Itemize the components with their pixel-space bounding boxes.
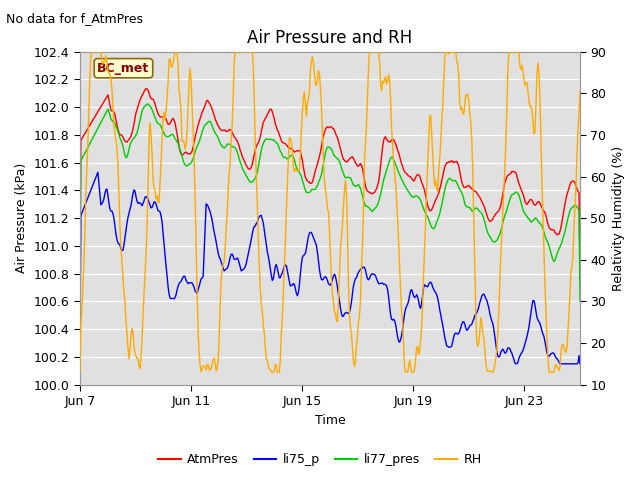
Text: BC_met: BC_met <box>97 62 150 75</box>
X-axis label: Time: Time <box>315 414 346 427</box>
Text: No data for f_AtmPres: No data for f_AtmPres <box>6 12 143 25</box>
Legend: AtmPres, li75_p, li77_pres, RH: AtmPres, li75_p, li77_pres, RH <box>154 448 486 471</box>
Title: Air Pressure and RH: Air Pressure and RH <box>247 29 413 48</box>
Y-axis label: Relativity Humidity (%): Relativity Humidity (%) <box>612 145 625 291</box>
Y-axis label: Air Pressure (kPa): Air Pressure (kPa) <box>15 163 28 273</box>
